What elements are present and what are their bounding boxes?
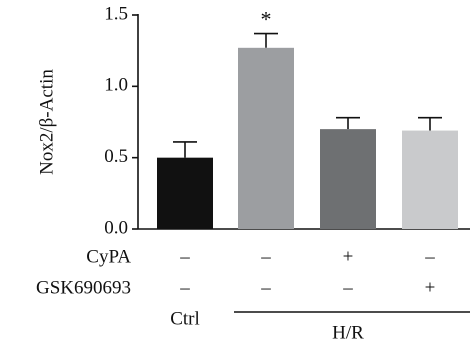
row-label: GSK690693	[36, 277, 131, 298]
bar	[238, 47, 294, 230]
treatment-sign: +	[343, 246, 354, 267]
treatment-sign: –	[342, 277, 353, 298]
y-tick-label: 0.0	[104, 217, 128, 238]
group-label: H/R	[332, 322, 364, 343]
y-tick-label: 1.5	[104, 3, 128, 24]
treatment-sign: –	[424, 246, 435, 267]
bar	[157, 157, 213, 229]
bar	[402, 130, 458, 229]
treatment-sign: –	[179, 277, 190, 298]
treatment-sign: –	[260, 277, 271, 298]
treatment-sign: –	[260, 246, 271, 267]
bar	[320, 129, 376, 229]
row-label: CyPA	[86, 246, 131, 267]
treatment-sign: –	[179, 246, 190, 267]
significance-mark: *	[261, 7, 272, 32]
group-label: Ctrl	[170, 308, 200, 329]
treatment-sign: +	[425, 277, 436, 298]
y-tick-label: 1.0	[104, 75, 128, 96]
y-tick-label: 0.5	[104, 146, 128, 167]
y-axis-label: Nox2/β-Actin	[36, 69, 57, 175]
